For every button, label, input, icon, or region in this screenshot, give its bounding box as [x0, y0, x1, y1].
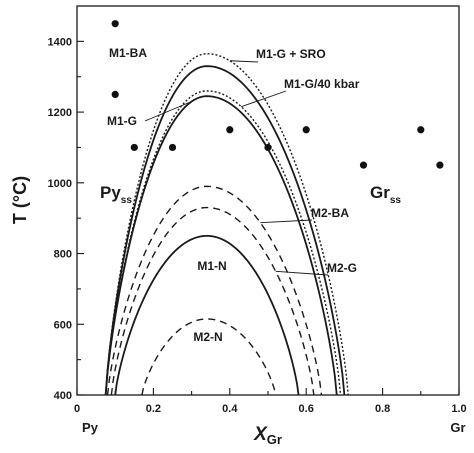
y-tick-label: 800	[54, 249, 72, 261]
curves-layer	[104, 53, 349, 395]
x-tick-label: 1.0	[451, 403, 466, 415]
y-tick-label: 1000	[48, 178, 72, 190]
leader-m1-g-40-kbar	[241, 90, 287, 108]
curve-m2-ba	[106, 185, 323, 395]
x-tick-label: 0.6	[299, 403, 314, 415]
curve-m1-g	[104, 95, 338, 395]
curve-labels-layer: M1-G + SRO M1-BA M1-G/40 kbar M1-G M2-BA M2-G…	[107, 46, 360, 344]
x-end-label-gr: Gr	[450, 420, 465, 435]
data-points-layer	[111, 20, 444, 169]
leader-m2-g	[275, 270, 329, 276]
data-point	[264, 143, 272, 152]
x-axis-title: XGr	[253, 424, 282, 447]
y-tick-label: 1200	[48, 107, 72, 119]
y-tick-label: 400	[54, 390, 72, 402]
label-m1-g-40-kbar: M1-G/40 kbar	[284, 77, 360, 91]
leader-m1-g	[144, 101, 192, 122]
x-tick-label: 0.2	[146, 403, 161, 415]
label-m1-g: M1-G	[107, 114, 137, 128]
label-m2-ba: M2-BA	[311, 206, 349, 220]
curve-m1-g-sro	[104, 53, 349, 395]
data-point	[111, 20, 119, 28]
data-point	[130, 143, 138, 152]
curve-m2-n	[141, 318, 277, 395]
data-point	[226, 126, 234, 134]
label-m1-ba: M1-BA	[109, 46, 147, 60]
label-m1-n: M1-N	[197, 259, 226, 273]
y-tick-label: 1400	[48, 36, 72, 48]
leader-m2-ba	[260, 219, 313, 224]
x-tick-label: 0.4	[222, 403, 238, 415]
x-end-label-py: Py	[82, 420, 99, 435]
leader-m1-g-sro	[229, 60, 259, 63]
x-tick-label: 0.8	[375, 403, 390, 415]
data-point	[436, 161, 444, 169]
data-point	[359, 161, 368, 169]
x-tick-label: 0	[74, 403, 80, 415]
py-ss-label: Pyss	[100, 183, 132, 206]
data-point	[302, 126, 310, 134]
curve-m1-g-40-kbar	[104, 90, 342, 395]
data-point	[168, 143, 177, 152]
y-tick-label: 600	[54, 319, 72, 331]
gr-ss-label: Grss	[370, 183, 401, 206]
y-axis-title: T (°C)	[10, 176, 30, 224]
label-m1-g-sro: M1-G + SRO	[256, 47, 326, 61]
curve-m1-n	[114, 234, 300, 395]
data-point	[417, 126, 425, 134]
label-m2-g: M2-G	[327, 261, 357, 275]
ticks-layer: 0 0.2 0.4 0.6 0.8 1.0 400 600 800 1000 1200 1400	[48, 36, 467, 415]
curve-m1-ba	[104, 65, 346, 395]
data-point	[111, 90, 119, 99]
label-m2-n: M2-N	[193, 330, 222, 344]
curve-m2-g	[110, 206, 315, 395]
